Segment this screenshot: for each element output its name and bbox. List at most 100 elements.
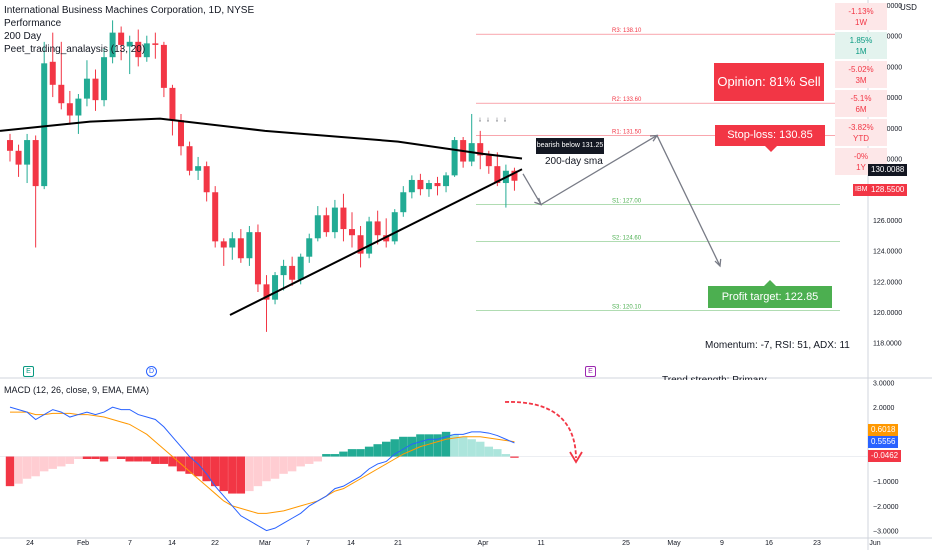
macd-histogram-bar xyxy=(82,456,92,459)
candle-body xyxy=(331,207,338,233)
projection-path xyxy=(522,134,721,267)
time-tick-label: Feb xyxy=(77,540,89,547)
candle-body xyxy=(383,235,390,242)
macd-histogram-bar xyxy=(279,456,288,474)
macd-histogram-bar xyxy=(493,449,502,457)
performance-period: 1Y xyxy=(856,163,866,172)
dividend-event-marker[interactable]: D xyxy=(146,366,157,377)
indicator-performance[interactable]: Performance xyxy=(4,18,62,29)
macd-histogram-bar xyxy=(40,456,49,472)
time-tick-label: 9 xyxy=(720,540,724,547)
macd-histogram-bar xyxy=(433,434,442,457)
macd-histogram-bar xyxy=(185,456,194,474)
candle-body xyxy=(340,207,347,230)
performance-value: 1.85% xyxy=(849,36,873,45)
macd-histogram-bar xyxy=(91,456,100,459)
macd-histogram-bar xyxy=(193,456,203,477)
macd-histogram-bar xyxy=(22,456,32,479)
price-tick-label: 130.0000 xyxy=(873,156,902,163)
symbol-title: International Business Machines Corporat… xyxy=(4,5,255,16)
time-tick-label: 7 xyxy=(306,540,310,547)
stop-loss-box: Stop-loss: 130.85 -1.7% xyxy=(715,125,825,162)
macd-histogram-bar xyxy=(236,456,246,494)
macd-legend: MACD (12, 26, close, 9, EMA, EMA) xyxy=(4,385,150,395)
macd-histogram-bar xyxy=(245,456,254,492)
macd-histogram-bar xyxy=(262,456,271,482)
macd-histogram-bar xyxy=(467,439,476,457)
macd-histogram-bar xyxy=(168,456,177,467)
time-tick-label: Jun xyxy=(869,540,880,547)
time-tick-label: May xyxy=(667,540,681,547)
projection-arrowhead xyxy=(649,134,659,142)
macd-histogram-bar xyxy=(219,456,228,492)
candle-body xyxy=(143,43,150,58)
macd-histogram-bar xyxy=(364,446,374,457)
macd-histogram-bar xyxy=(441,431,451,457)
performance-period: 6M xyxy=(855,105,867,114)
performance-value: -5.1% xyxy=(850,94,872,103)
price-tick-label: 138.0000 xyxy=(873,34,902,41)
symbol-tag: IBM xyxy=(853,184,870,196)
macd-histogram-bar xyxy=(57,456,66,467)
candle-body xyxy=(263,284,270,300)
indicator-200-day[interactable]: 200 Day xyxy=(4,31,42,42)
trendline xyxy=(229,168,523,316)
macd-histogram-bar xyxy=(390,439,399,457)
momentum-text: Momentum: -7, RSI: 51, ADX: 11 xyxy=(705,340,850,351)
earnings-event-marker[interactable]: E xyxy=(23,366,34,377)
price-tag-sma: 130.0088 xyxy=(868,164,908,176)
macd-tick-label: −2.0000 xyxy=(873,504,899,511)
candle-body xyxy=(374,221,381,236)
candle-body xyxy=(169,87,176,121)
macd-histogram-bar xyxy=(253,456,263,487)
earnings-event-marker-2[interactable]: E xyxy=(585,366,596,377)
macd-histogram-bar xyxy=(399,436,408,457)
candle-body xyxy=(391,212,398,242)
performance-value: -0% xyxy=(853,152,869,161)
time-tick-label: 21 xyxy=(394,540,402,547)
price-tag-last: 128.5500 xyxy=(868,184,908,196)
bearish-curve-arrowhead xyxy=(569,451,583,464)
macd-histogram-bar xyxy=(14,456,23,484)
performance-period: 3M xyxy=(855,76,867,85)
macd-tick-label: −3.0000 xyxy=(873,529,899,536)
price-tick-label: 120.0000 xyxy=(873,310,902,317)
projection-arrowhead xyxy=(534,197,543,206)
signal-arrow-marker: ↓ xyxy=(503,117,507,124)
macd-tick-label: 3.0000 xyxy=(873,380,895,387)
candle-body xyxy=(92,78,99,101)
candle-body xyxy=(485,155,492,167)
truncated-note: Trend strength: Primary... xyxy=(662,372,862,380)
price-tick-label: 132.0000 xyxy=(873,126,902,133)
performance-cell: 1.85% 1M xyxy=(835,32,887,59)
overlays: ↓ ↓ ↓ ↓ xyxy=(0,117,722,316)
currency-label: USD xyxy=(900,3,917,12)
pivot-level-label: R3: 138.10 xyxy=(612,28,642,34)
macd-histogram-bar xyxy=(501,454,511,457)
pivot-level-label: S3: 120.10 xyxy=(612,304,642,310)
candle-body xyxy=(434,183,441,187)
candle-body xyxy=(306,238,313,257)
chart-legend: International Business Machines Corporat… xyxy=(4,4,254,56)
performance-period: 1M xyxy=(855,47,867,56)
signal-arrow-marker: ↓ xyxy=(478,117,482,124)
candle-body xyxy=(280,265,287,276)
time-tick-label: 16 xyxy=(765,540,773,547)
macd-histogram-bar xyxy=(322,454,331,457)
signal-tag: 0.6018 xyxy=(868,424,899,436)
projection-arrowhead xyxy=(714,258,722,268)
candle-body xyxy=(118,32,125,45)
macd-pane xyxy=(0,401,868,532)
sma-200-line xyxy=(0,117,523,160)
price-tick-label: 134.0000 xyxy=(873,95,902,102)
sma-label: 200-day sma xyxy=(545,156,603,167)
candle-body xyxy=(24,140,31,165)
macd-histogram-bar xyxy=(134,456,143,462)
candles xyxy=(7,20,518,332)
candle-body xyxy=(220,241,227,248)
indicator-peet[interactable]: Peet_trading_analaysis (13, 20) xyxy=(4,44,146,55)
candle-body xyxy=(101,57,108,101)
candle-body xyxy=(357,235,364,254)
candle-body xyxy=(451,140,458,176)
